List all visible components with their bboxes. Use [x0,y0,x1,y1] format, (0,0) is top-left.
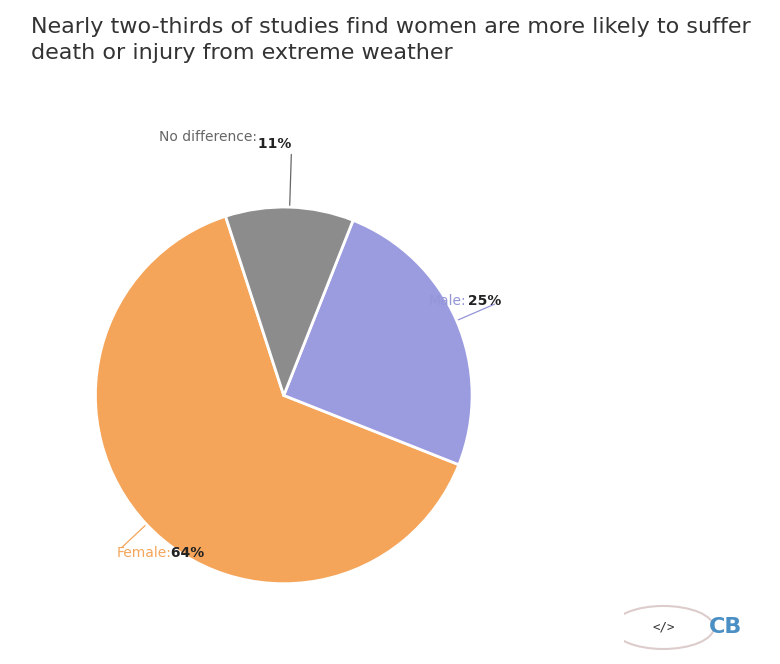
Wedge shape [225,207,353,395]
Text: No difference:: No difference: [158,130,257,144]
Text: death or injury from extreme weather: death or injury from extreme weather [31,43,453,63]
Text: Female:: Female: [116,546,171,560]
Text: 25%: 25% [463,294,502,308]
Text: Male:: Male: [429,294,466,308]
Text: CB: CB [708,618,742,637]
Text: Nearly two-thirds of studies find women are more likely to suffer: Nearly two-thirds of studies find women … [31,17,751,37]
Wedge shape [284,220,472,465]
Wedge shape [95,216,459,584]
Text: 11%: 11% [253,137,292,151]
Text: </>: </> [652,621,675,634]
Text: 64%: 64% [166,546,204,560]
